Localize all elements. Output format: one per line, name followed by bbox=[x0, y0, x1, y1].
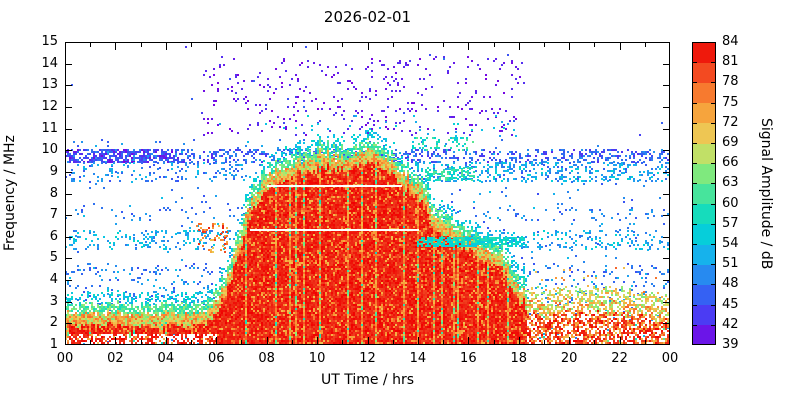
colorbar-tick-label: 57 bbox=[722, 215, 739, 231]
colorbar-tick-label: 48 bbox=[722, 276, 739, 292]
y-tick-label: 7 bbox=[49, 207, 58, 223]
x-tick-label: 02 bbox=[107, 351, 124, 366]
y-tick-label: 2 bbox=[49, 315, 58, 331]
colorbar-tick-label: 60 bbox=[722, 195, 739, 211]
colorbar-tick-label: 72 bbox=[722, 114, 739, 130]
colorbar-label: Signal Amplitude / dB bbox=[758, 117, 774, 270]
y-tick-label: 6 bbox=[49, 228, 58, 244]
y-tick-label: 10 bbox=[41, 142, 58, 158]
x-tick-label: 18 bbox=[510, 351, 528, 366]
x-tick-label: 10 bbox=[308, 351, 326, 366]
y-tick-label: 1 bbox=[49, 337, 58, 352]
colorbar-tick-label: 75 bbox=[722, 94, 739, 110]
spectrogram-canvas bbox=[65, 42, 670, 345]
colorbar-tick-label: 81 bbox=[722, 54, 739, 70]
x-tick-label: 06 bbox=[207, 351, 225, 366]
y-tick-label: 8 bbox=[49, 185, 58, 201]
colorbar-canvas bbox=[692, 42, 716, 345]
colorbar-tick-label: 78 bbox=[722, 74, 739, 90]
y-tick-label: 13 bbox=[41, 77, 58, 93]
colorbar-tick-label: 66 bbox=[722, 155, 739, 171]
colorbar-tick-label: 42 bbox=[722, 316, 739, 332]
colorbar-tick-label: 51 bbox=[722, 256, 739, 272]
y-tick-label: 4 bbox=[49, 272, 58, 288]
x-tick-label: 12 bbox=[359, 351, 376, 366]
colorbar-tick-label: 39 bbox=[722, 337, 739, 352]
x-tick-label: 20 bbox=[560, 351, 578, 366]
x-tick-label: 08 bbox=[258, 351, 275, 366]
x-tick-label: 16 bbox=[460, 351, 477, 366]
y-tick-label: 14 bbox=[41, 55, 58, 71]
x-tick-label: 22 bbox=[611, 351, 628, 366]
y-tick-label: 9 bbox=[49, 163, 58, 179]
x-tick-label: 04 bbox=[157, 351, 175, 366]
colorbar-tick-label: 84 bbox=[722, 34, 739, 49]
colorbar-tick-label: 54 bbox=[722, 236, 739, 251]
y-tick-label: 11 bbox=[41, 120, 58, 136]
colorbar-tick-label: 45 bbox=[722, 296, 739, 312]
x-tick-label: 00 bbox=[661, 351, 679, 366]
y-tick-label: 3 bbox=[49, 293, 58, 309]
colorbar-tick-label: 63 bbox=[722, 175, 739, 191]
colorbar-tick-label: 69 bbox=[722, 135, 739, 150]
x-tick-label: 00 bbox=[56, 351, 74, 366]
y-tick-label: 12 bbox=[41, 98, 58, 114]
x-axis-label: UT Time / hrs bbox=[320, 372, 415, 388]
y-tick-label: 5 bbox=[49, 250, 58, 266]
chart-title: 2026-02-01 bbox=[323, 8, 412, 26]
y-tick-label: 15 bbox=[41, 34, 58, 49]
x-tick-label: 14 bbox=[409, 351, 427, 366]
